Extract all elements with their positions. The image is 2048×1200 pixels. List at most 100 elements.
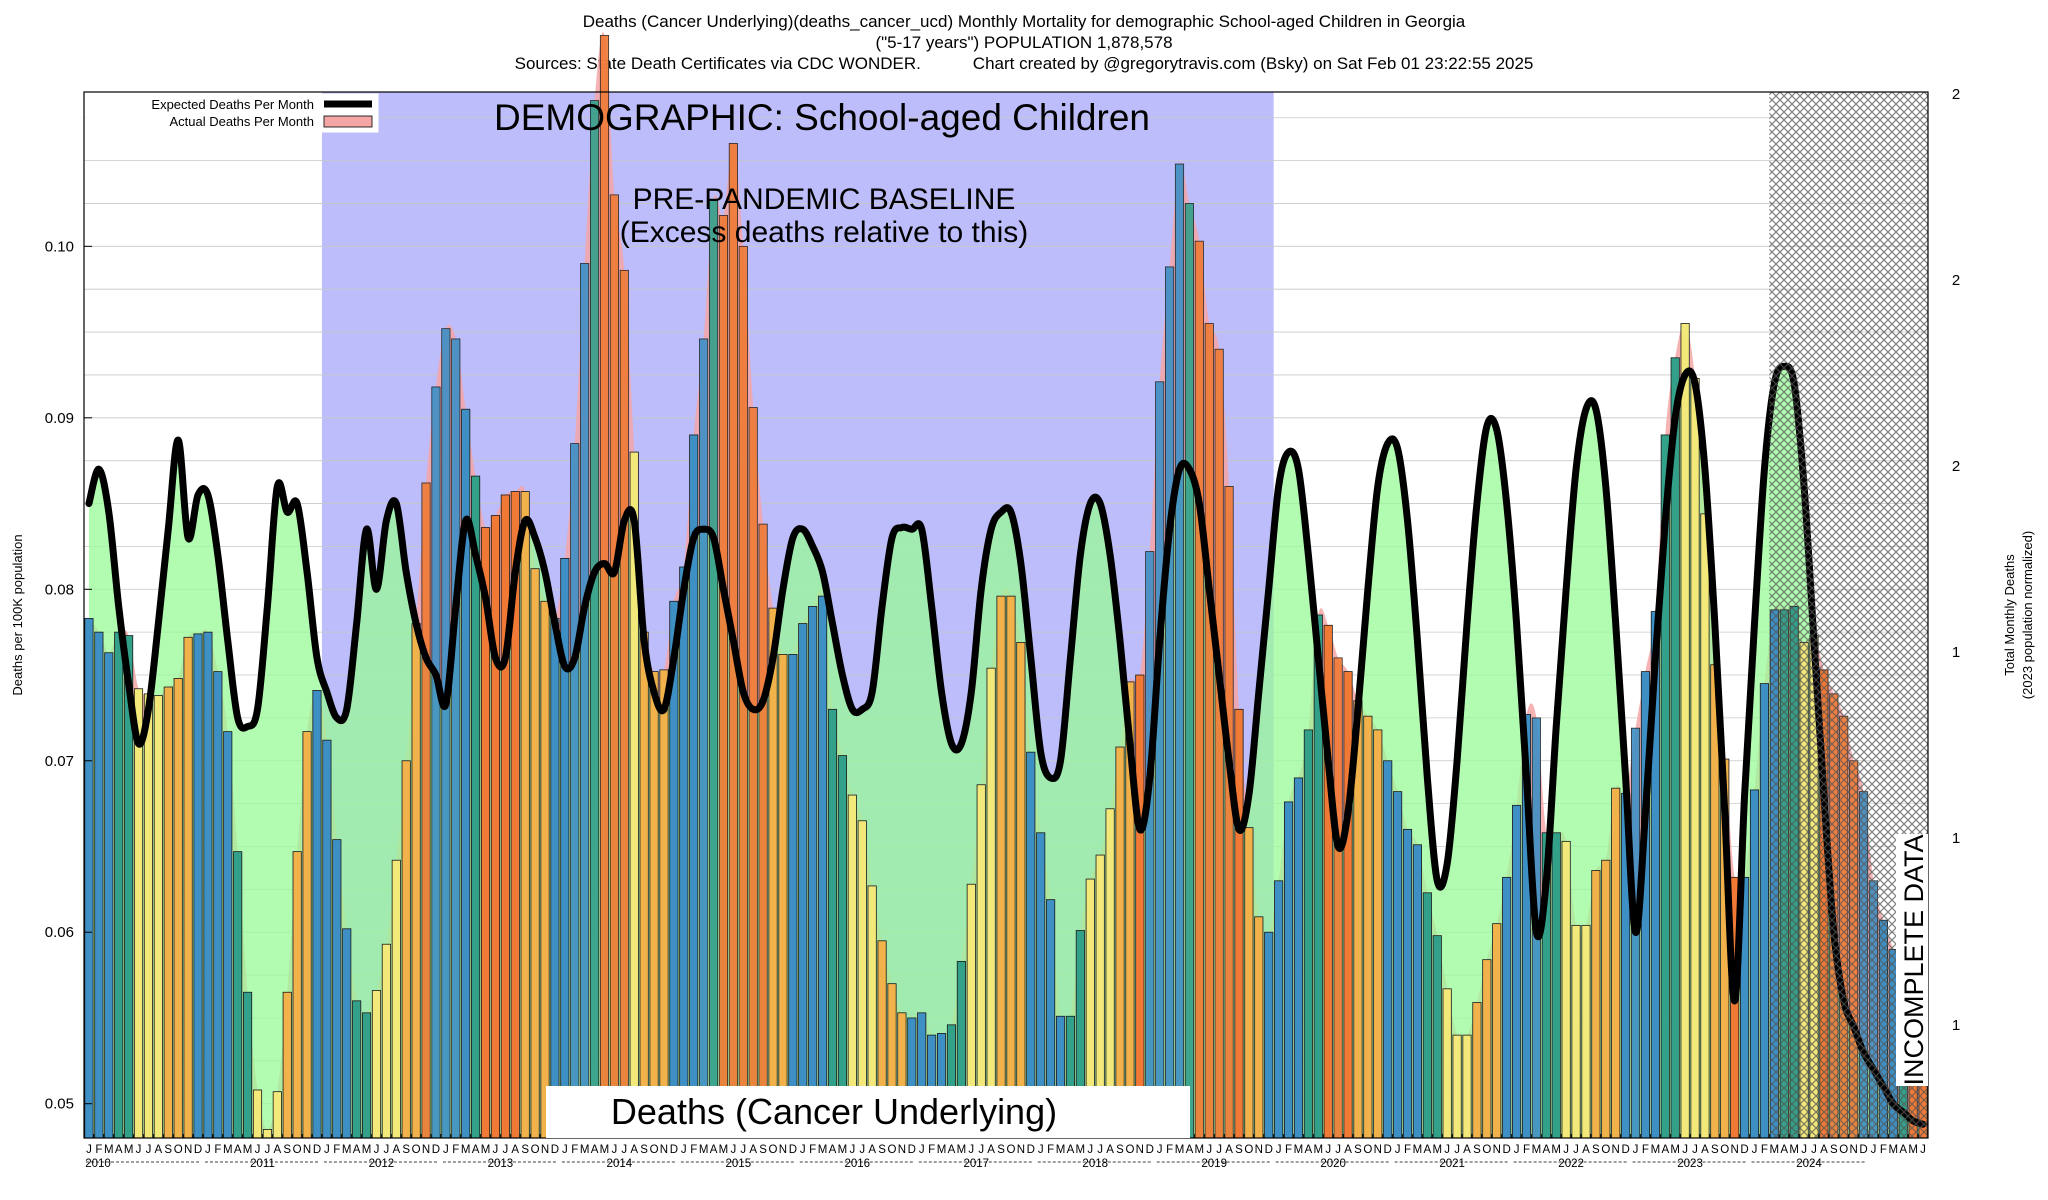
month-label: O <box>1006 1144 1015 1156</box>
month-label: F <box>333 1144 340 1156</box>
bar-actual-deaths <box>520 491 530 1139</box>
month-label: J <box>1563 1144 1569 1156</box>
month-label: A <box>1067 1144 1075 1156</box>
month-label: M <box>1889 1144 1899 1156</box>
month-label: F <box>1761 1144 1768 1156</box>
month-label: S <box>759 1144 767 1156</box>
month-label: M <box>104 1144 114 1156</box>
bar-actual-deaths <box>431 386 441 1139</box>
month-label: J <box>1573 1144 1579 1156</box>
month-label: A <box>392 1144 400 1156</box>
bar-actual-deaths <box>639 631 649 1139</box>
month-label: O <box>1125 1144 1134 1156</box>
incomplete-data-label: INCOMPLETE DATA <box>1896 834 1929 1086</box>
bar-actual-deaths <box>1700 513 1710 1139</box>
month-label: N <box>1849 1144 1857 1156</box>
chart-title-line3: Sources: State Death Certificates via CD… <box>514 54 1534 73</box>
month-label: N <box>779 1144 787 1156</box>
month-label: J <box>681 1144 687 1156</box>
bar-actual-deaths <box>1363 715 1373 1139</box>
bar-actual-deaths <box>1402 828 1413 1139</box>
bar-actual-deaths <box>1551 832 1561 1139</box>
bar-actual-deaths <box>233 851 243 1139</box>
bar-actual-deaths <box>1115 746 1125 1139</box>
bar-actual-deaths <box>1680 323 1690 1139</box>
bar-actual-deaths <box>1293 777 1304 1139</box>
month-label: A <box>1780 1144 1788 1156</box>
month-label: M <box>1532 1144 1542 1156</box>
bar-actual-deaths <box>302 731 312 1139</box>
bar-actual-deaths <box>1303 729 1313 1139</box>
month-label: J <box>324 1144 330 1156</box>
month-label: J <box>146 1144 152 1156</box>
incomplete-label-text: INCOMPLETE DATA <box>1899 834 1929 1085</box>
month-label: A <box>987 1144 995 1156</box>
month-label: J <box>612 1144 618 1156</box>
month-label: F <box>928 1144 935 1156</box>
year-label: 2024 <box>1796 1158 1822 1170</box>
right-tick-label: 1 <box>1952 1017 1960 1034</box>
year-label: 2020 <box>1320 1158 1346 1170</box>
month-label: N <box>1136 1144 1144 1156</box>
month-label: M <box>957 1144 967 1156</box>
month-label: A <box>511 1144 519 1156</box>
month-label: J <box>1682 1144 1688 1156</box>
month-label: O <box>1720 1144 1729 1156</box>
month-label: J <box>1801 1144 1807 1156</box>
bar-actual-deaths <box>94 631 104 1139</box>
month-label: M <box>937 1144 947 1156</box>
bar-actual-deaths <box>133 688 144 1139</box>
bar-actual-deaths <box>193 633 203 1139</box>
y-tick-label: 0.10 <box>45 238 74 255</box>
month-label: O <box>531 1144 540 1156</box>
month-label: M <box>1294 1144 1304 1156</box>
month-label: J <box>919 1144 925 1156</box>
bar-actual-deaths <box>490 515 500 1139</box>
bar-actual-deaths <box>342 928 352 1139</box>
month-label: M <box>461 1144 471 1156</box>
bar-actual-deaths <box>1690 377 1700 1139</box>
bar-actual-deaths <box>1234 708 1244 1139</box>
bar-actual-deaths <box>203 631 213 1139</box>
bar-actual-deaths <box>421 482 431 1139</box>
month-label: D <box>1146 1144 1154 1156</box>
right-tick-label: 1 <box>1952 830 1960 847</box>
bar-actual-deaths <box>788 654 798 1139</box>
legend-actual-swatch <box>323 115 373 128</box>
month-label: D <box>313 1144 321 1156</box>
bar-actual-deaths <box>1601 859 1611 1139</box>
month-label: F <box>1285 1144 1292 1156</box>
month-label: S <box>1116 1144 1124 1156</box>
right-tick-label: 2 <box>1952 272 1960 289</box>
bar-actual-deaths <box>1749 789 1760 1139</box>
month-label: J <box>1692 1144 1698 1156</box>
month-label: N <box>1731 1144 1739 1156</box>
y-tick-label: 0.07 <box>45 753 74 770</box>
month-label: M <box>481 1144 491 1156</box>
bar-actual-deaths <box>352 1000 362 1139</box>
month-label: A <box>1186 1144 1194 1156</box>
month-label: A <box>948 1144 956 1156</box>
month-label: M <box>1056 1144 1066 1156</box>
year-label: 2014 <box>607 1158 633 1170</box>
month-label: M <box>342 1144 352 1156</box>
month-label: F <box>1047 1144 1054 1156</box>
chart-title-line1: Deaths (Cancer Underlying)(deaths_cancer… <box>582 12 1466 31</box>
month-label: J <box>384 1144 390 1156</box>
month-label: N <box>422 1144 430 1156</box>
bar-actual-deaths <box>1204 323 1214 1139</box>
month-label: A <box>1542 1144 1550 1156</box>
y-tick-label: 0.05 <box>45 1096 74 1113</box>
month-label: M <box>838 1144 848 1156</box>
bar-actual-deaths <box>1462 1034 1472 1139</box>
month-label: M <box>1908 1144 1918 1156</box>
bar-actual-deaths <box>371 990 382 1139</box>
month-label: S <box>1235 1144 1243 1156</box>
month-label: J <box>1454 1144 1460 1156</box>
bar-actual-deaths <box>1274 880 1284 1139</box>
month-label: M <box>580 1144 590 1156</box>
month-label: D <box>1265 1144 1273 1156</box>
bar-actual-deaths <box>808 606 818 1139</box>
month-label: J <box>1633 1144 1639 1156</box>
